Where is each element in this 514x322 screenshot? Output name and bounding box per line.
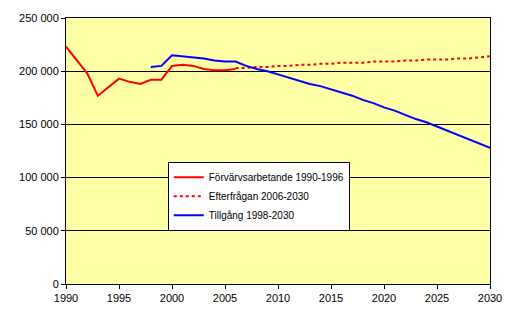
svg-text:0: 0 [53,278,59,290]
svg-text:1990: 1990 [54,292,78,304]
svg-text:1995: 1995 [107,292,131,304]
svg-text:50 000: 50 000 [25,225,59,237]
svg-text:Förvärvsarbetande 1990-1996: Förvärvsarbetande 1990-1996 [209,172,344,183]
svg-text:2000: 2000 [160,292,184,304]
svg-text:2030: 2030 [478,292,502,304]
svg-text:150 000: 150 000 [19,118,59,130]
svg-text:2010: 2010 [266,292,290,304]
svg-text:250 000: 250 000 [19,12,59,24]
svg-text:Tillgång 1998-2030: Tillgång 1998-2030 [209,210,295,221]
svg-text:100 000: 100 000 [19,171,59,183]
svg-text:2020: 2020 [372,292,396,304]
svg-text:2015: 2015 [319,292,343,304]
svg-text:200 000: 200 000 [19,65,59,77]
svg-text:2005: 2005 [213,292,237,304]
svg-text:Efterfrågan 2006-2030: Efterfrågan 2006-2030 [209,191,310,202]
svg-text:2025: 2025 [425,292,449,304]
